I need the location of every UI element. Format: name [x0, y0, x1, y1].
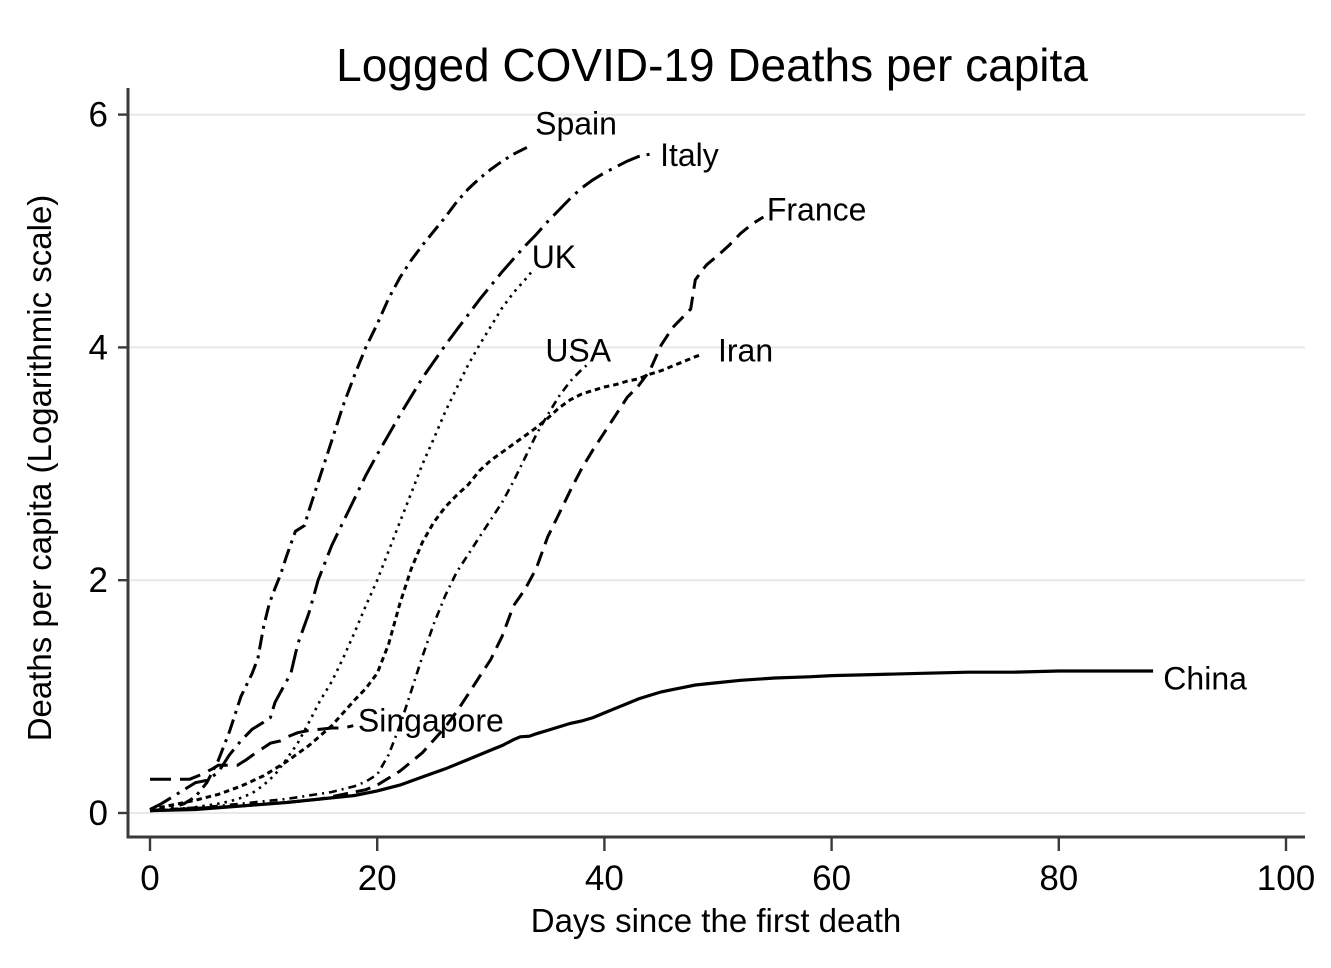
series-label-singapore: Singapore — [358, 703, 504, 739]
x-tick-label-60: 60 — [812, 859, 851, 898]
series-line-italy — [149, 151, 656, 811]
y-tick-label-4: 4 — [89, 328, 108, 367]
x-tick-label-40: 40 — [585, 859, 624, 898]
series-label-usa: USA — [545, 332, 611, 368]
x-tick-label-80: 80 — [1039, 859, 1078, 898]
x-tick-label-20: 20 — [358, 859, 397, 898]
series-label-france: France — [767, 192, 867, 228]
series-line-usa — [149, 362, 590, 812]
x-axis-title: Days since the first death — [530, 902, 902, 939]
y-tick-label-0: 0 — [89, 794, 108, 833]
series-label-uk: UK — [532, 239, 576, 275]
series-label-spain: Spain — [535, 105, 617, 141]
series-line-france — [149, 215, 765, 813]
series-label-italy: Italy — [660, 137, 719, 173]
series-line-singapore — [150, 724, 354, 781]
x-tick-label-0: 0 — [140, 859, 159, 898]
series-label-iran: Iran — [718, 332, 773, 368]
chart-title: Logged COVID-19 Deaths per capita — [336, 39, 1088, 91]
series-line-spain — [149, 143, 533, 813]
y-axis-title: Deaths per capita (Logarithmic scale) — [21, 194, 58, 742]
y-tick-label-6: 6 — [89, 96, 108, 135]
series-label-china: China — [1163, 661, 1247, 697]
x-tick-label-100: 100 — [1257, 859, 1315, 898]
series-line-china — [149, 669, 1154, 813]
y-tick-label-2: 2 — [89, 561, 108, 600]
series-line-iran — [149, 352, 703, 811]
